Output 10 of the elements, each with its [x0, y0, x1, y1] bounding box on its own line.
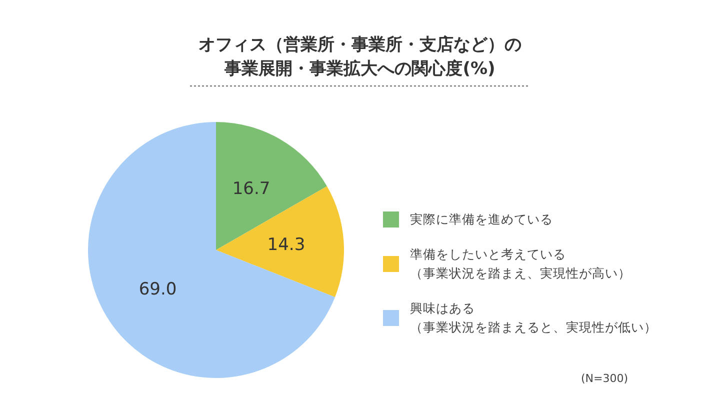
data-label: 14.3 [267, 234, 306, 255]
data-label: 69.0 [138, 280, 177, 300]
legend-label: 実際に準備を進めている [410, 212, 553, 226]
legend-label: 準備をしたいと考えている（事業状況を踏まえ、実現性が高い） [410, 246, 631, 280]
pie-slice [88, 122, 336, 378]
data-label: 16.7 [232, 179, 270, 200]
chart-title: オフィス（営業所・事業所・支店など）の事業展開・事業拡大への関心度(%) [198, 35, 522, 79]
text: (N=300) [580, 372, 628, 385]
pie-slice [216, 122, 327, 250]
legend-label: 興味はある（事業状況を踏まえると、実現性が低い） [410, 300, 657, 334]
